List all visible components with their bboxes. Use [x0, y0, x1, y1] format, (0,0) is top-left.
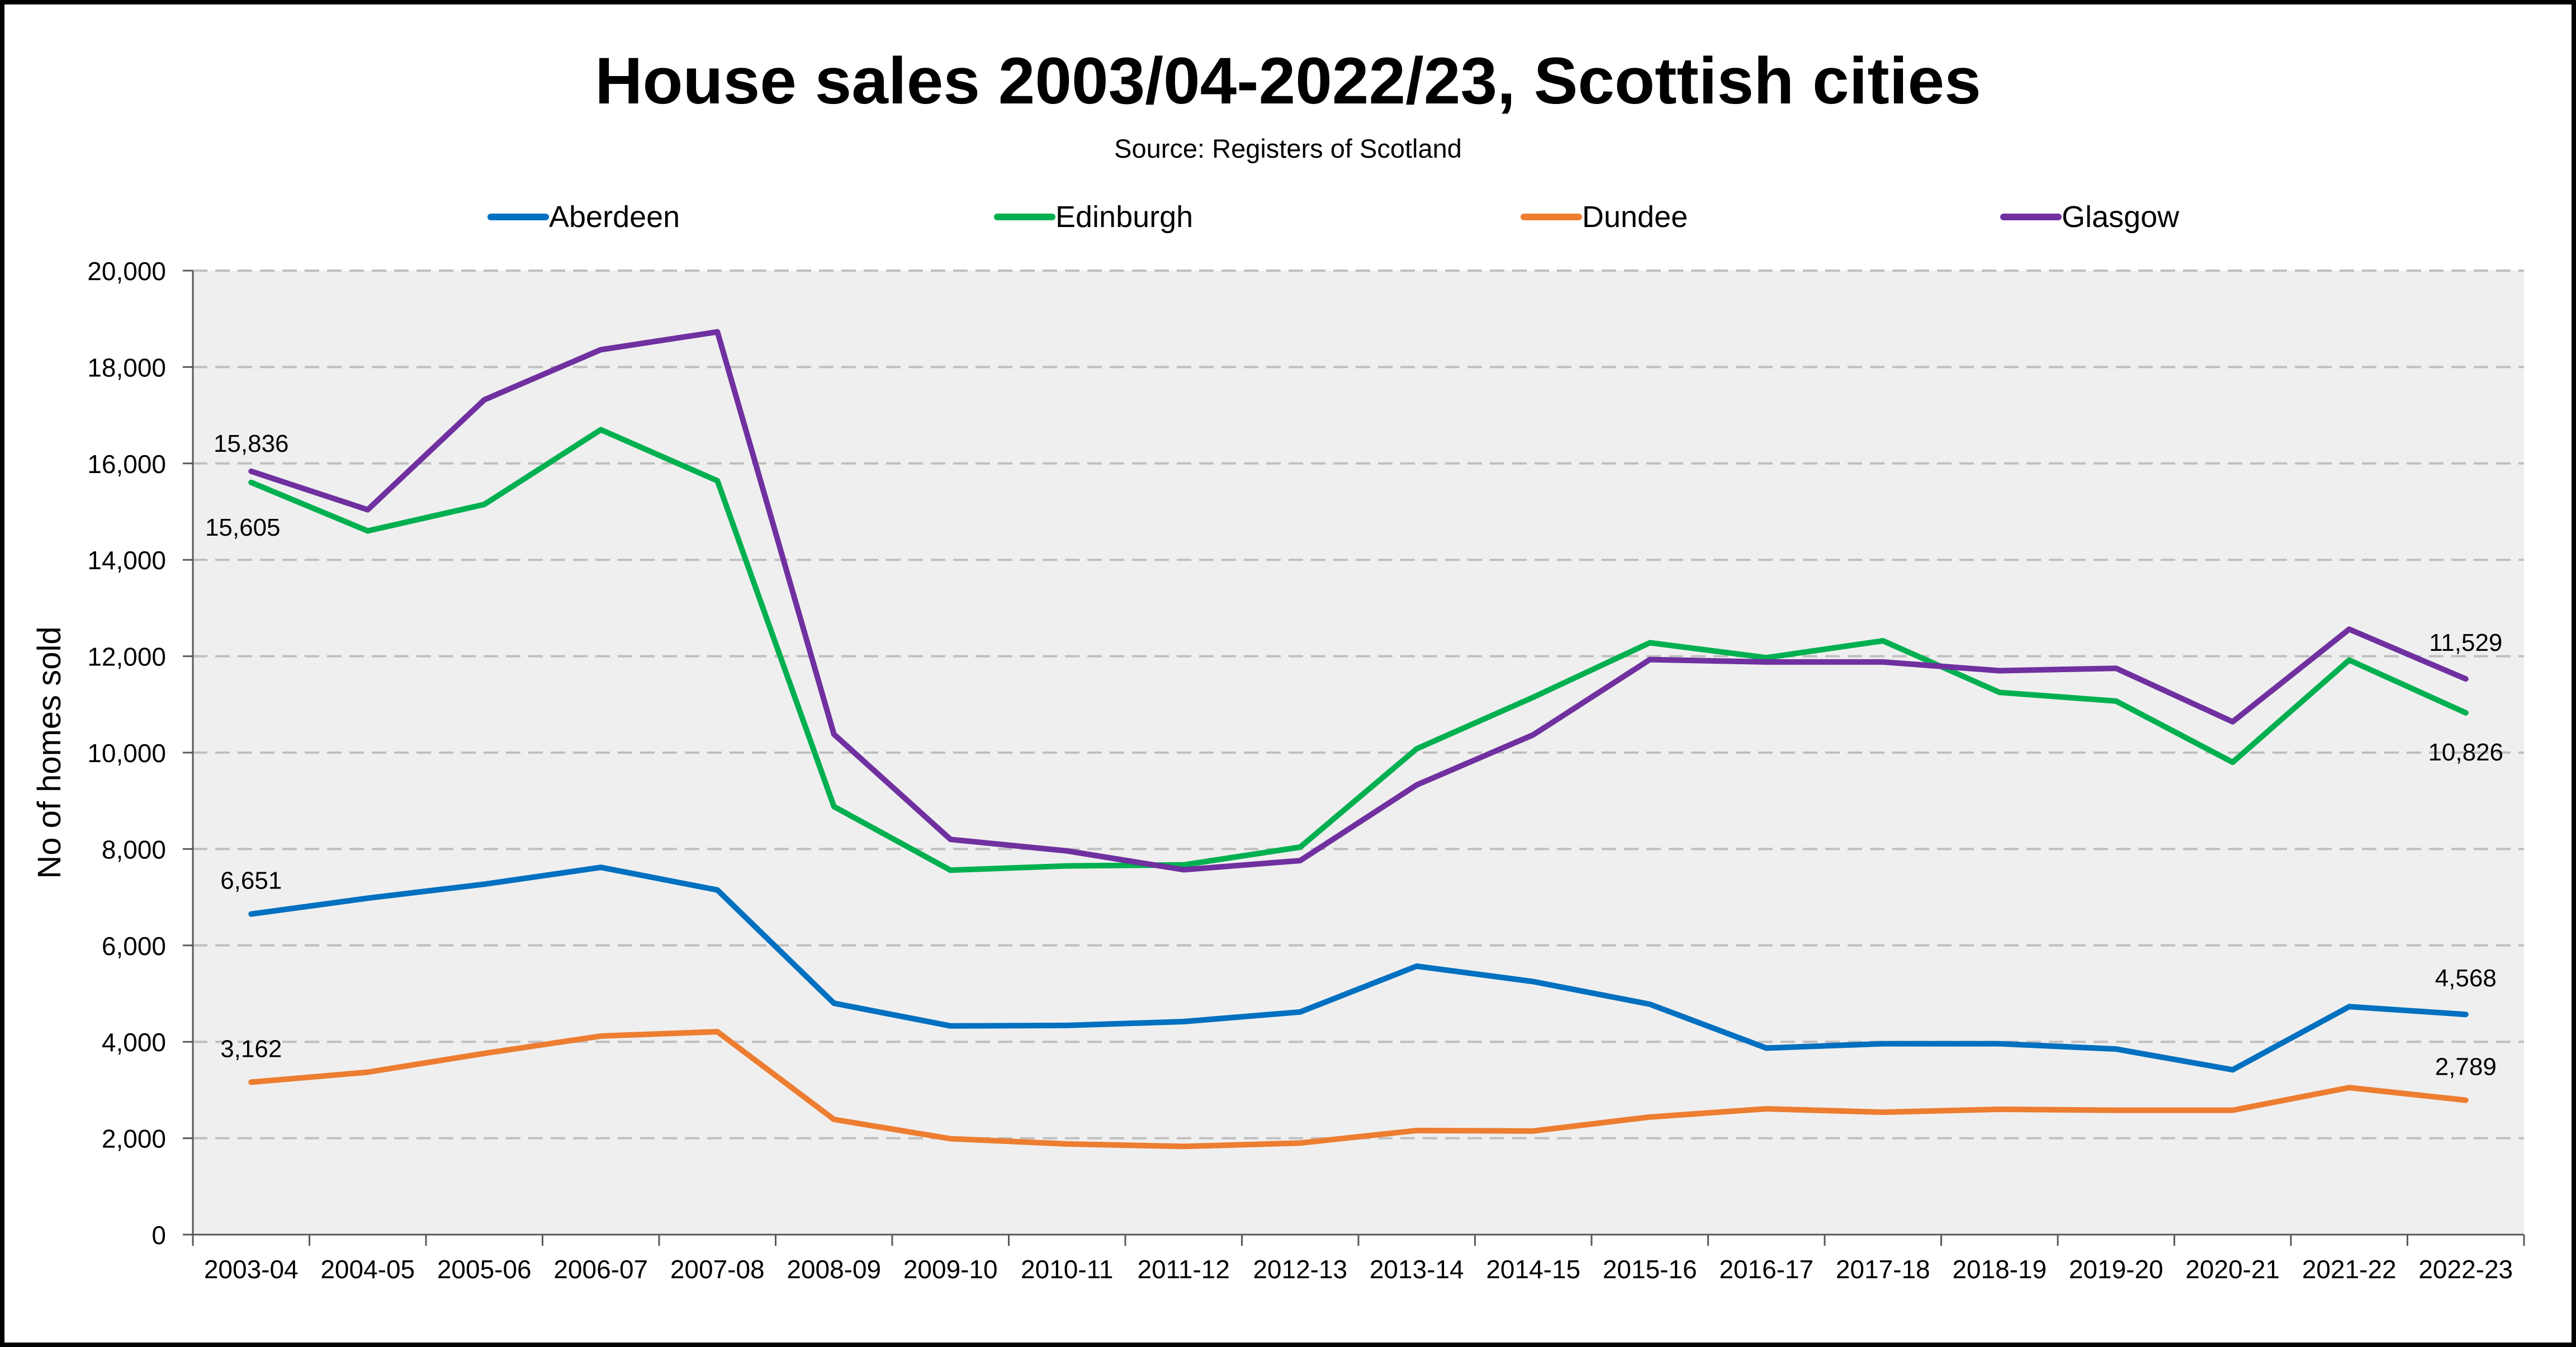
- x-tick-label: 2017-18: [1836, 1255, 1930, 1284]
- y-tick-label: 2,000: [102, 1124, 166, 1154]
- data-label-dundee-19: 2,789: [2435, 1053, 2497, 1081]
- y-tick-label: 6,000: [102, 932, 166, 961]
- y-axis-title: No of homes sold: [31, 626, 68, 878]
- x-tick-label: 2010-11: [1021, 1255, 1113, 1284]
- x-tick-label: 2021-22: [2302, 1255, 2397, 1284]
- axes: 0 2,000 4,000 6,000 8,000 10,000 12,000 14,000 1…: [87, 257, 2525, 1284]
- series-line-edinburgh: [248, 427, 2469, 873]
- series-line-aberdeen: [248, 864, 2469, 1073]
- x-tick-label: 2018-19: [1952, 1255, 2047, 1284]
- data-label-glasgow-0: 15,836: [214, 430, 289, 457]
- x-tick-label: 2008-09: [787, 1255, 881, 1284]
- data-label-dundee-0: 3,162: [220, 1035, 282, 1062]
- legend-label-dundee: Dundee: [1582, 200, 1688, 234]
- x-tick-label: 2019-20: [2069, 1255, 2163, 1284]
- x-tick-label: 2020-21: [2185, 1255, 2280, 1284]
- data-label-aberdeen-0: 6,651: [220, 867, 282, 895]
- x-tick-label: 2016-17: [1719, 1255, 1813, 1284]
- chart-subtitle: Source: Registers of Scotland: [1114, 134, 1462, 163]
- y-tick-label: 0: [151, 1221, 166, 1250]
- series-line-dundee: [248, 1029, 2469, 1150]
- x-tick-label: 2014-15: [1486, 1255, 1580, 1284]
- chart-title: House sales 2003/04-2022/23, Scottish ci…: [595, 44, 1981, 118]
- legend-label-aberdeen: Aberdeen: [549, 200, 680, 234]
- legend: Aberdeen Edinburgh Dundee Glasgow: [487, 200, 2180, 234]
- data-labels: 15,836 15,605 6,651 3,162 11,529 10,826 4,568 2…: [205, 430, 2503, 1081]
- y-tick-label: 14,000: [87, 546, 166, 575]
- series-line-glasgow: [248, 329, 2469, 873]
- x-tick-label: 2005-06: [437, 1255, 532, 1284]
- y-tick-label: 4,000: [102, 1028, 166, 1057]
- legend-label-glasgow: Glasgow: [2062, 200, 2180, 234]
- y-tick-label: 8,000: [102, 835, 166, 864]
- x-tick-label: 2006-07: [553, 1255, 648, 1284]
- x-tick-label: 2015-16: [1603, 1255, 1697, 1284]
- x-tick-label: 2009-10: [903, 1255, 998, 1284]
- legend-label-edinburgh: Edinburgh: [1055, 200, 1193, 234]
- data-label-edinburgh-19: 10,826: [2428, 739, 2503, 766]
- y-tick-label: 12,000: [87, 642, 166, 672]
- y-tick-label: 16,000: [87, 450, 166, 479]
- y-tick-label: 10,000: [87, 739, 166, 768]
- data-label-glasgow-19: 11,529: [2429, 629, 2502, 656]
- data-label-aberdeen-19: 4,568: [2435, 965, 2497, 992]
- data-label-edinburgh-0: 15,605: [205, 514, 281, 541]
- x-tick-label: 2004-05: [320, 1255, 415, 1284]
- x-tick-label: 2003-04: [204, 1255, 299, 1284]
- series-lines: [248, 329, 2469, 1150]
- x-tick-label: 2012-13: [1253, 1255, 1347, 1284]
- x-tick-label: 2022-23: [2418, 1255, 2513, 1284]
- x-tick-label: 2013-14: [1370, 1255, 1464, 1284]
- x-tick-label: 2007-08: [670, 1255, 765, 1284]
- gridlines: [193, 270, 2524, 1140]
- y-tick-label: 20,000: [87, 257, 166, 286]
- y-tick-label: 18,000: [87, 353, 166, 382]
- x-tick-label: 2011-12: [1138, 1255, 1230, 1284]
